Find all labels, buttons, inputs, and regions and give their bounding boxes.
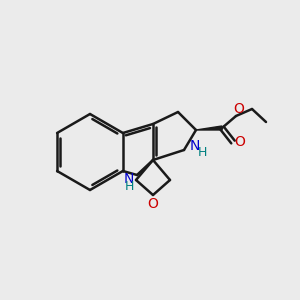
Text: N: N [190,139,200,153]
Text: O: O [234,102,244,116]
Text: O: O [148,197,158,211]
Text: O: O [235,135,245,149]
Text: H: H [198,146,207,158]
Text: N: N [124,172,134,186]
Text: H: H [124,181,134,194]
Polygon shape [196,126,222,130]
